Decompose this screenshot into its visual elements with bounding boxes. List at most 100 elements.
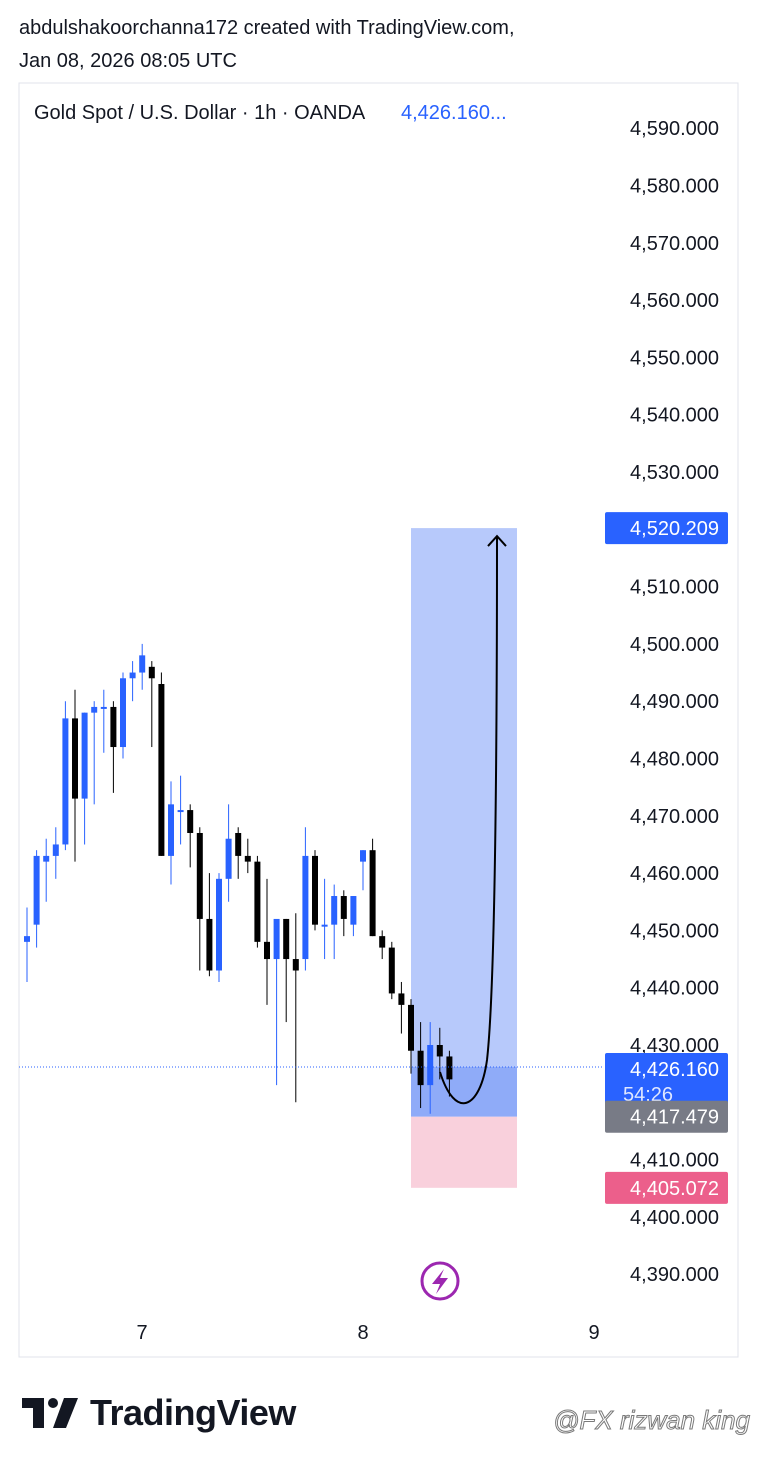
- x-tick-label: 8: [357, 1322, 368, 1344]
- candle: [187, 804, 194, 868]
- x-tick-label: 7: [136, 1322, 147, 1344]
- candle: [148, 661, 155, 748]
- price-labels: 4,520.209 4,426.160 54:264,417.479 4,405.07…: [605, 512, 728, 1204]
- candle: [33, 850, 40, 948]
- y-tick-label: 4,500.000: [630, 634, 719, 656]
- candle-body: [33, 855, 40, 925]
- y-tick-label: 4,430.000: [630, 1035, 719, 1057]
- y-tick-label: 4,440.000: [630, 978, 719, 1000]
- y-tick-label: 4,560.000: [630, 290, 719, 312]
- candle: [273, 918, 280, 1086]
- candle: [369, 838, 376, 937]
- candle-body: [158, 684, 165, 856]
- price-label-text: 4,417.479: [630, 1107, 719, 1129]
- price-label: 4,426.160 54:26: [605, 1053, 728, 1110]
- candle: [168, 781, 174, 885]
- chart-frame: [18, 82, 739, 1358]
- y-tick-label: 4,470.000: [630, 806, 719, 828]
- candle-body: [417, 1050, 424, 1086]
- price-label: 4,417.479: [605, 1100, 728, 1133]
- price-label-bg: [605, 512, 728, 545]
- price-label-text: 4,520.209: [630, 518, 719, 540]
- candle: [292, 913, 299, 1103]
- candle-body: [110, 706, 117, 748]
- candle-body: [369, 850, 376, 937]
- countdown-text: 54:26: [623, 1084, 673, 1106]
- candle-body: [177, 810, 184, 813]
- header-line-2: Jan 08, 2026 08:05 UTC: [19, 50, 237, 72]
- header-line-1: abdulshakoorchanna172 created with Tradi…: [19, 17, 515, 39]
- candle-body: [321, 924, 328, 927]
- candle: [72, 689, 78, 862]
- projection-path: [439, 536, 498, 1105]
- candle: [177, 775, 184, 845]
- candle: [235, 827, 242, 879]
- candle: [81, 712, 88, 845]
- entry-zone: [411, 1067, 517, 1117]
- candle: [331, 884, 338, 960]
- candle-body: [206, 918, 213, 971]
- candle: [43, 838, 50, 902]
- x-tick-label: 9: [588, 1322, 599, 1344]
- candle: [225, 804, 232, 902]
- candle: [446, 1050, 453, 1097]
- candle-body: [120, 678, 126, 748]
- candle: [244, 838, 251, 874]
- price-label-bg: [605, 1100, 728, 1133]
- position-zones[interactable]: [411, 528, 517, 1188]
- candle: [436, 1027, 443, 1080]
- y-tick-label: 4,580.000: [630, 176, 719, 198]
- tv-logo-icon: [22, 1398, 78, 1428]
- lightning-icon[interactable]: [420, 1261, 460, 1301]
- candle-body: [254, 861, 261, 942]
- watermark-text: @FX rizwan king: [553, 1405, 751, 1436]
- candle: [302, 827, 309, 971]
- candle-body: [283, 918, 290, 960]
- candle-body: [350, 896, 357, 925]
- y-axis: 4,590.000 4,580.000 4,570.000 4,560.000 4,55…: [630, 118, 719, 1286]
- candle-body: [302, 855, 309, 960]
- candle-body: [91, 706, 98, 713]
- candle-body: [446, 1056, 453, 1080]
- candle-body: [360, 850, 366, 862]
- candle: [24, 907, 30, 982]
- candle: [388, 941, 395, 1000]
- candle-body: [436, 1045, 443, 1057]
- y-tick-label: 4,530.000: [630, 462, 719, 484]
- candle: [254, 855, 261, 948]
- price-label: 4,405.072: [605, 1171, 728, 1204]
- candle-body: [139, 655, 146, 673]
- candle-body: [292, 959, 299, 971]
- y-tick-label: 4,390.000: [630, 1264, 719, 1286]
- candle-body: [340, 896, 347, 919]
- profit-zone: [411, 528, 517, 1068]
- candle-body: [273, 918, 280, 960]
- x-axis: 7 8 9: [136, 1322, 599, 1344]
- candle-body: [398, 993, 405, 1005]
- candle-body: [81, 712, 88, 799]
- candle-body: [62, 718, 69, 845]
- candle-body: [129, 672, 136, 679]
- price-label-text: 4,405.072: [630, 1178, 719, 1200]
- candle-body: [225, 838, 232, 879]
- candle-body: [408, 1004, 414, 1051]
- candle: [216, 873, 222, 982]
- chart-symbol-title: Gold Spot / U.S. Dollar · 1h · OANDA: [34, 102, 366, 124]
- y-tick-label: 4,570.000: [630, 233, 719, 255]
- candle: [110, 701, 117, 793]
- candle: [100, 689, 107, 753]
- y-tick-label: 4,590.000: [630, 118, 719, 140]
- price-label: 4,520.209: [605, 512, 728, 545]
- candle-body: [235, 832, 242, 856]
- y-tick-label: 4,460.000: [630, 863, 719, 885]
- y-tick-label: 4,480.000: [630, 749, 719, 771]
- y-tick-label: 4,410.000: [630, 1150, 719, 1172]
- chart-title-price: 4,426.160...: [401, 102, 507, 124]
- price-label-bg: [605, 1053, 728, 1110]
- tradingview-logo[interactable]: TradingView: [22, 1392, 296, 1434]
- candles-group: [24, 643, 453, 1114]
- candle: [206, 873, 213, 977]
- y-tick-label: 4,540.000: [630, 405, 719, 427]
- candle-body: [427, 1045, 434, 1086]
